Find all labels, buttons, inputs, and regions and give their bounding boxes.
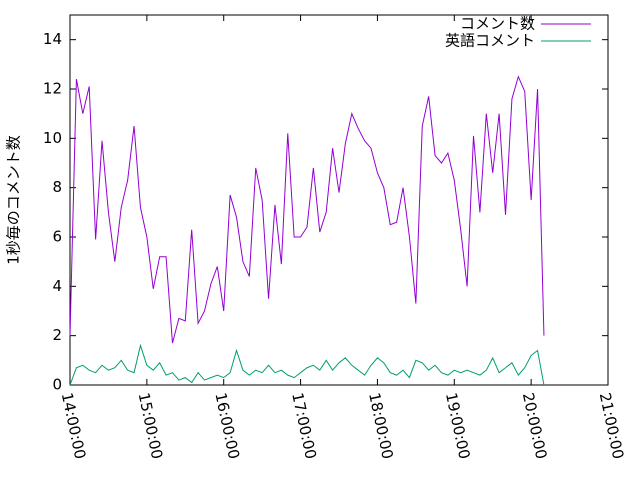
data-line — [69, 75, 545, 344]
x-tick-label: 19:00:00 — [442, 391, 474, 461]
y-tick-label: 12 — [43, 80, 62, 98]
x-tick-label: 16:00:00 — [211, 391, 243, 461]
y-axis-label: 1秒毎のコメント数 — [5, 135, 23, 265]
legend-label: 英語コメント — [445, 32, 535, 50]
legend-label: コメント数 — [460, 15, 535, 33]
y-tick-label: 6 — [52, 228, 62, 246]
x-tick-label: 21:00:00 — [596, 391, 628, 461]
x-tick-label: 15:00:00 — [135, 391, 167, 461]
y-tick-label: 14 — [43, 30, 62, 48]
x-tick-label: 14:00:00 — [58, 391, 90, 461]
y-tick-label: 2 — [52, 326, 62, 344]
x-tick-label: 17:00:00 — [288, 391, 320, 461]
y-tick-label: 4 — [52, 277, 62, 295]
data-line — [69, 343, 545, 386]
y-tick-label: 0 — [52, 376, 62, 394]
x-tick-label: 18:00:00 — [365, 391, 397, 461]
x-tick-label: 20:00:00 — [519, 391, 551, 461]
y-tick-label: 8 — [52, 178, 62, 196]
plot-border — [69, 14, 609, 386]
y-tick-label: 10 — [43, 129, 62, 147]
